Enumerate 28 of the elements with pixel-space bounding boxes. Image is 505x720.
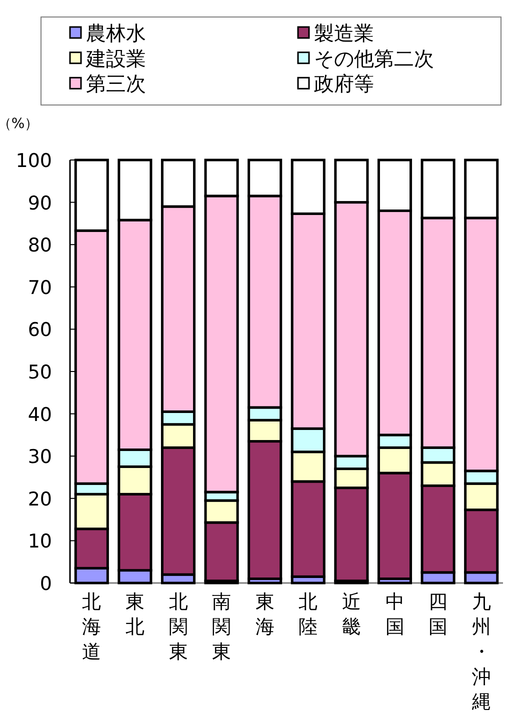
x-tick-label: 中国 [385,591,404,638]
y-tick-label: 10 [28,530,52,553]
legend-label: その他第二次 [314,46,434,70]
y-tick-label: 30 [28,446,52,468]
x-tick-label: 九州・沖縄 [470,591,491,713]
y-axis-title: （%） [0,116,39,132]
legend-label: 第三次 [86,72,146,96]
y-tick-label: 80 [28,234,52,257]
y-tick-label: 60 [28,319,52,342]
legend-label: 建設業 [85,46,146,70]
x-tick-label: 北海道 [82,591,102,663]
x-tick-label: 北関東 [168,591,188,663]
x-tick-label: 北陸 [298,591,318,638]
x-tick-label: 東北 [125,591,144,638]
x-tick-label: 東海 [255,591,274,638]
y-tick-label: 0 [40,573,52,595]
y-tick-label: 20 [28,488,52,510]
y-tick-label: 100 [16,150,52,172]
y-tick-label: 90 [28,192,52,214]
x-tick-label: 南関東 [212,591,232,663]
y-tick-label: 70 [28,276,52,299]
x-tick-label: 近畿 [342,591,361,638]
legend-label: 製造業 [314,21,374,45]
legend-label: 農林水 [86,21,146,45]
y-tick-label: 40 [28,404,52,426]
x-tick-label: 四国 [428,591,448,638]
y-tick-label: 50 [28,362,52,384]
legend-label: 政府等 [314,72,374,96]
